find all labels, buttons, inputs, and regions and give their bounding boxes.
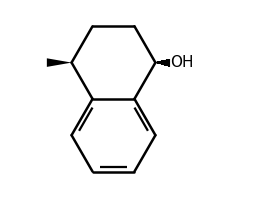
Polygon shape <box>47 58 72 67</box>
Text: OH: OH <box>170 55 194 70</box>
